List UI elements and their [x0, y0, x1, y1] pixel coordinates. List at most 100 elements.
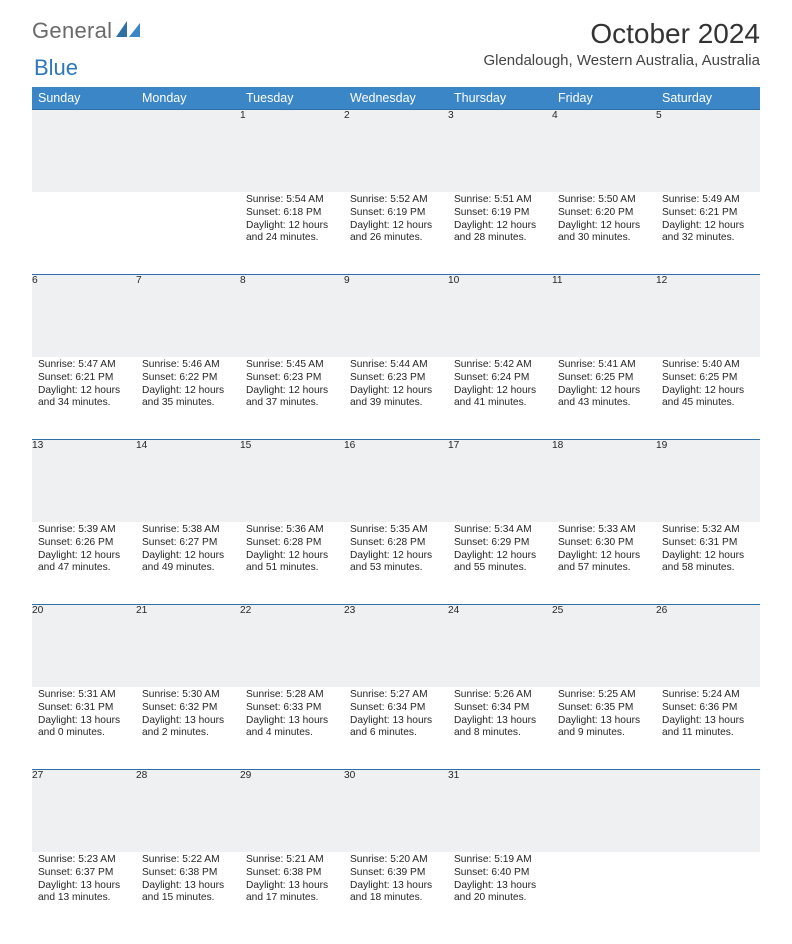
day-number-cell: 13 [32, 440, 136, 523]
daylight-text-line1: Daylight: 13 hours [246, 880, 338, 893]
sunrise-text: Sunrise: 5:38 AM [142, 524, 234, 537]
day-cell: Sunrise: 5:23 AMSunset: 6:37 PMDaylight:… [32, 852, 136, 934]
day-cell-body: Sunrise: 5:40 AMSunset: 6:25 PMDaylight:… [656, 357, 760, 414]
sunset-text: Sunset: 6:21 PM [662, 207, 754, 220]
sunset-text: Sunset: 6:34 PM [350, 702, 442, 715]
daylight-text-line1: Daylight: 13 hours [662, 715, 754, 728]
daylight-text-line2: and 32 minutes. [662, 232, 754, 245]
daylight-text-line2: and 17 minutes. [246, 892, 338, 905]
day-cell-body: Sunrise: 5:54 AMSunset: 6:18 PMDaylight:… [240, 192, 344, 249]
sunrise-text: Sunrise: 5:41 AM [558, 359, 650, 372]
day-cell: Sunrise: 5:21 AMSunset: 6:38 PMDaylight:… [240, 852, 344, 934]
daylight-text-line1: Daylight: 12 hours [454, 550, 546, 563]
sunrise-text: Sunrise: 5:44 AM [350, 359, 442, 372]
sunset-text: Sunset: 6:18 PM [246, 207, 338, 220]
day-cell [656, 852, 760, 934]
sunrise-text: Sunrise: 5:31 AM [38, 689, 130, 702]
daylight-text-line2: and 41 minutes. [454, 397, 546, 410]
day-number-cell [656, 770, 760, 853]
day-content-row: Sunrise: 5:47 AMSunset: 6:21 PMDaylight:… [32, 357, 760, 440]
day-cell: Sunrise: 5:49 AMSunset: 6:21 PMDaylight:… [656, 192, 760, 275]
calendar-page: General October 2024 Glendalough, Wester… [0, 0, 792, 944]
sunrise-text: Sunrise: 5:40 AM [662, 359, 754, 372]
sunrise-text: Sunrise: 5:42 AM [454, 359, 546, 372]
sunrise-text: Sunrise: 5:36 AM [246, 524, 338, 537]
day-cell: Sunrise: 5:27 AMSunset: 6:34 PMDaylight:… [344, 687, 448, 770]
sunset-text: Sunset: 6:19 PM [454, 207, 546, 220]
sunset-text: Sunset: 6:38 PM [142, 867, 234, 880]
sunrise-text: Sunrise: 5:35 AM [350, 524, 442, 537]
day-number-cell: 9 [344, 275, 448, 358]
daylight-text-line1: Daylight: 12 hours [350, 385, 442, 398]
sunrise-text: Sunrise: 5:19 AM [454, 854, 546, 867]
day-cell: Sunrise: 5:54 AMSunset: 6:18 PMDaylight:… [240, 192, 344, 275]
day-cell-body: Sunrise: 5:51 AMSunset: 6:19 PMDaylight:… [448, 192, 552, 249]
daylight-text-line2: and 15 minutes. [142, 892, 234, 905]
day-cell: Sunrise: 5:25 AMSunset: 6:35 PMDaylight:… [552, 687, 656, 770]
sunrise-text: Sunrise: 5:22 AM [142, 854, 234, 867]
day-cell: Sunrise: 5:22 AMSunset: 6:38 PMDaylight:… [136, 852, 240, 934]
day-cell [136, 192, 240, 275]
sunset-text: Sunset: 6:34 PM [454, 702, 546, 715]
calendar-body: 12345Sunrise: 5:54 AMSunset: 6:18 PMDayl… [32, 110, 760, 935]
sunrise-text: Sunrise: 5:54 AM [246, 194, 338, 207]
day-number-cell: 11 [552, 275, 656, 358]
day-number-cell: 8 [240, 275, 344, 358]
day-cell-body: Sunrise: 5:24 AMSunset: 6:36 PMDaylight:… [656, 687, 760, 744]
logo-sail-icon [116, 18, 142, 44]
sunset-text: Sunset: 6:26 PM [38, 537, 130, 550]
daylight-text-line1: Daylight: 12 hours [558, 220, 650, 233]
weekday-header: Saturday [656, 87, 760, 110]
day-number-cell: 21 [136, 605, 240, 688]
daylight-text-line1: Daylight: 13 hours [454, 715, 546, 728]
sunrise-text: Sunrise: 5:33 AM [558, 524, 650, 537]
day-cell-body: Sunrise: 5:36 AMSunset: 6:28 PMDaylight:… [240, 522, 344, 579]
sunrise-text: Sunrise: 5:52 AM [350, 194, 442, 207]
day-cell-body: Sunrise: 5:35 AMSunset: 6:28 PMDaylight:… [344, 522, 448, 579]
day-cell: Sunrise: 5:44 AMSunset: 6:23 PMDaylight:… [344, 357, 448, 440]
day-cell-body: Sunrise: 5:41 AMSunset: 6:25 PMDaylight:… [552, 357, 656, 414]
daylight-text-line2: and 39 minutes. [350, 397, 442, 410]
daylight-text-line2: and 28 minutes. [454, 232, 546, 245]
sunset-text: Sunset: 6:30 PM [558, 537, 650, 550]
daylight-text-line2: and 30 minutes. [558, 232, 650, 245]
day-cell-body: Sunrise: 5:23 AMSunset: 6:37 PMDaylight:… [32, 852, 136, 909]
day-cell-body: Sunrise: 5:27 AMSunset: 6:34 PMDaylight:… [344, 687, 448, 744]
daylight-text-line2: and 37 minutes. [246, 397, 338, 410]
day-number-cell: 18 [552, 440, 656, 523]
day-cell: Sunrise: 5:42 AMSunset: 6:24 PMDaylight:… [448, 357, 552, 440]
daylight-text-line2: and 55 minutes. [454, 562, 546, 575]
sunset-text: Sunset: 6:29 PM [454, 537, 546, 550]
day-cell: Sunrise: 5:45 AMSunset: 6:23 PMDaylight:… [240, 357, 344, 440]
daylight-text-line1: Daylight: 12 hours [558, 550, 650, 563]
day-number-cell: 29 [240, 770, 344, 853]
day-number-cell [32, 110, 136, 193]
daylight-text-line1: Daylight: 12 hours [350, 550, 442, 563]
sunrise-text: Sunrise: 5:49 AM [662, 194, 754, 207]
day-number-cell [552, 770, 656, 853]
sunrise-text: Sunrise: 5:24 AM [662, 689, 754, 702]
day-cell-body: Sunrise: 5:46 AMSunset: 6:22 PMDaylight:… [136, 357, 240, 414]
day-cell-body: Sunrise: 5:31 AMSunset: 6:31 PMDaylight:… [32, 687, 136, 744]
daylight-text-line1: Daylight: 13 hours [38, 880, 130, 893]
sunset-text: Sunset: 6:22 PM [142, 372, 234, 385]
day-cell: Sunrise: 5:34 AMSunset: 6:29 PMDaylight:… [448, 522, 552, 605]
day-cell-body: Sunrise: 5:49 AMSunset: 6:21 PMDaylight:… [656, 192, 760, 249]
day-cell [552, 852, 656, 934]
sunrise-text: Sunrise: 5:21 AM [246, 854, 338, 867]
day-number-cell: 16 [344, 440, 448, 523]
day-cell: Sunrise: 5:35 AMSunset: 6:28 PMDaylight:… [344, 522, 448, 605]
sunrise-text: Sunrise: 5:25 AM [558, 689, 650, 702]
daylight-text-line2: and 11 minutes. [662, 727, 754, 740]
sunset-text: Sunset: 6:23 PM [350, 372, 442, 385]
daylight-text-line1: Daylight: 12 hours [38, 385, 130, 398]
day-cell-body: Sunrise: 5:33 AMSunset: 6:30 PMDaylight:… [552, 522, 656, 579]
sunset-text: Sunset: 6:32 PM [142, 702, 234, 715]
day-cell: Sunrise: 5:46 AMSunset: 6:22 PMDaylight:… [136, 357, 240, 440]
day-cell: Sunrise: 5:52 AMSunset: 6:19 PMDaylight:… [344, 192, 448, 275]
weekday-header: Wednesday [344, 87, 448, 110]
day-cell-body: Sunrise: 5:39 AMSunset: 6:26 PMDaylight:… [32, 522, 136, 579]
day-content-row: Sunrise: 5:39 AMSunset: 6:26 PMDaylight:… [32, 522, 760, 605]
day-cell-body: Sunrise: 5:34 AMSunset: 6:29 PMDaylight:… [448, 522, 552, 579]
calendar-table: Sunday Monday Tuesday Wednesday Thursday… [32, 87, 760, 934]
